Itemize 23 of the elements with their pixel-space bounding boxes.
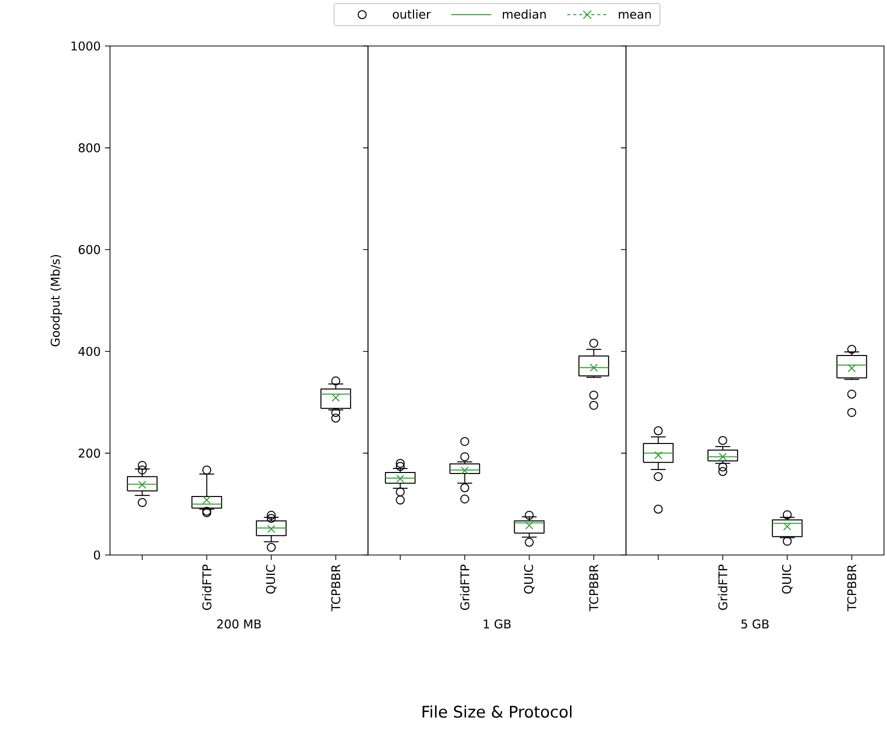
y-tick-label: 1000 [72,41,100,51]
y-tick-label: 0 [94,550,100,560]
text: File Size & Protocol [422,705,572,718]
x-axis-title: 5 GB [741,619,769,629]
x-tick-label: TCPBBR [331,564,340,612]
x-tick-label: GridFTP [718,564,728,610]
x-axis-title: 1 GB [484,619,511,629]
text: outlier [392,9,431,19]
x-axis-title: 200 MB [217,619,261,629]
x-tick-label: GridFTP [202,564,212,610]
text: median [502,9,546,19]
x-tick-label: QUIC [266,564,276,594]
x-tick-label: GridFTP [460,564,470,610]
y-tick-label: 200 [78,448,100,458]
x-tick-label: QUIC [524,564,534,594]
y-tick-label: 800 [78,143,100,152]
y-axis-title: Goodput (Mb/s) [50,255,62,346]
legend-label: mean [618,12,651,19]
y-tick-label: 400 [78,346,100,356]
x-tick-label: TCPBBR [589,564,598,612]
x-tick-label: TCPBBR [847,564,856,612]
x-tick-label: QUIC [782,564,792,594]
y-tick-label: 600 [78,245,100,254]
